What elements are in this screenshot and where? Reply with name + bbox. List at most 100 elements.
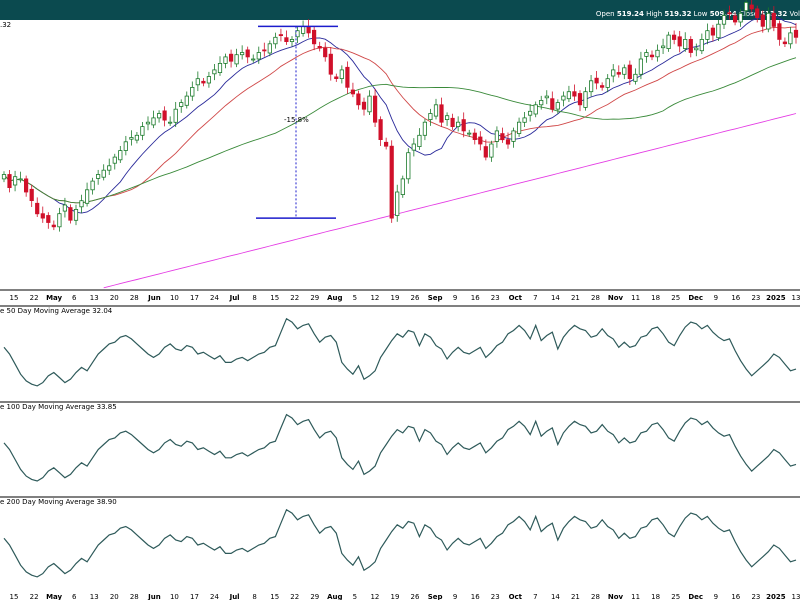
candle <box>295 30 300 38</box>
candle <box>583 91 588 108</box>
candle <box>328 53 333 75</box>
candle <box>688 39 693 53</box>
candle <box>145 121 151 125</box>
candle <box>1 174 7 180</box>
high-label: High <box>646 10 663 18</box>
x-tick-label: 15 <box>10 294 19 302</box>
bottom-x-tick-label: 16 <box>471 593 480 600</box>
candle <box>57 213 62 228</box>
x-tick-label: 9 <box>714 294 718 302</box>
candle <box>455 121 461 127</box>
candle <box>101 169 106 178</box>
candle <box>699 39 704 52</box>
candle <box>544 95 549 99</box>
candle <box>644 52 649 57</box>
bottom-x-tick-label: 20 <box>110 593 119 600</box>
bottom-x-tick-label: 28 <box>130 593 139 600</box>
candle <box>190 87 195 97</box>
bottom-x-tick-label: Dec <box>688 593 703 600</box>
candle <box>577 93 583 106</box>
bottom-x-tick-label: 7 <box>533 593 537 600</box>
indicator-line-3 <box>3 508 797 578</box>
x-tick-label: 16 <box>731 294 740 302</box>
bottom-x-tick-label: 13 <box>90 593 99 600</box>
candle <box>638 58 644 75</box>
open-label: Open <box>595 10 615 18</box>
candle <box>461 119 466 132</box>
candle <box>345 66 350 88</box>
panel-2-title: e 100 Day Moving Average 33.85 <box>0 403 117 411</box>
x-tick-label: Jul <box>229 294 240 302</box>
bottom-x-tick-label: May <box>46 593 62 600</box>
x-tick-label: 25 <box>671 294 680 302</box>
bottom-x-tick-label: 18 <box>651 593 660 600</box>
candle <box>356 93 361 106</box>
candle <box>489 143 494 158</box>
candle <box>378 119 383 140</box>
x-tick-label: 22 <box>30 294 39 302</box>
candle <box>755 8 760 18</box>
low-label: Low <box>693 10 708 18</box>
candle <box>661 45 666 49</box>
bottom-x-tick-label: Aug <box>327 593 342 600</box>
candle <box>622 67 627 75</box>
candle <box>594 77 599 84</box>
bottom-x-tick-label: 9 <box>714 593 718 600</box>
candle <box>273 36 278 45</box>
bottom-x-tick-label: 21 <box>571 593 580 600</box>
candle <box>179 102 184 107</box>
x-tick-label: Sep <box>428 294 443 302</box>
candle <box>616 72 621 75</box>
candle <box>300 25 306 34</box>
candle <box>494 130 500 142</box>
candle <box>589 80 594 93</box>
price-tag: .32 <box>0 21 12 29</box>
candle <box>79 200 84 208</box>
candle <box>505 139 511 145</box>
x-tick-label: 5 <box>353 294 357 302</box>
candle <box>705 30 710 40</box>
x-tick-label: 22 <box>290 294 299 302</box>
candle <box>40 213 45 219</box>
candle <box>417 134 422 148</box>
candle <box>733 15 738 23</box>
x-tick-label: 23 <box>491 294 500 302</box>
candle <box>655 49 660 58</box>
bottom-x-tick-label: 5 <box>353 593 357 600</box>
candle <box>433 104 439 117</box>
moving-average-line-4 <box>103 113 797 289</box>
candle <box>511 130 516 142</box>
candle <box>389 145 394 219</box>
bottom-x-tick-label: 24 <box>210 593 219 600</box>
indicator-line-2 <box>3 413 797 482</box>
candle <box>600 85 605 88</box>
candle <box>12 176 18 186</box>
x-tick-label: Dec <box>688 294 703 302</box>
candle <box>317 46 322 49</box>
candle <box>29 188 34 202</box>
candle <box>35 202 40 215</box>
candle <box>528 110 533 116</box>
candle <box>522 117 527 123</box>
bottom-x-tick-label: 14 <box>551 593 560 600</box>
candle <box>7 174 12 189</box>
bottom-x-tick-label: 9 <box>453 593 457 600</box>
candle <box>782 41 788 45</box>
candle <box>112 156 117 164</box>
candle <box>339 69 344 80</box>
moving-average-line-3 <box>3 57 797 204</box>
candle <box>107 165 112 171</box>
x-tick-label: Oct <box>509 294 523 302</box>
candle <box>500 133 505 141</box>
candle <box>367 95 372 113</box>
candle <box>395 191 400 216</box>
x-tick-label: 2025 <box>766 294 786 302</box>
candle <box>129 137 134 140</box>
candle <box>184 95 189 106</box>
candle <box>400 178 405 195</box>
x-tick-label: 29 <box>310 294 319 302</box>
candle <box>533 104 538 115</box>
high-value: 519.32 <box>664 10 692 18</box>
bottom-x-tick-label: 15 <box>270 593 279 600</box>
candle <box>140 126 145 136</box>
